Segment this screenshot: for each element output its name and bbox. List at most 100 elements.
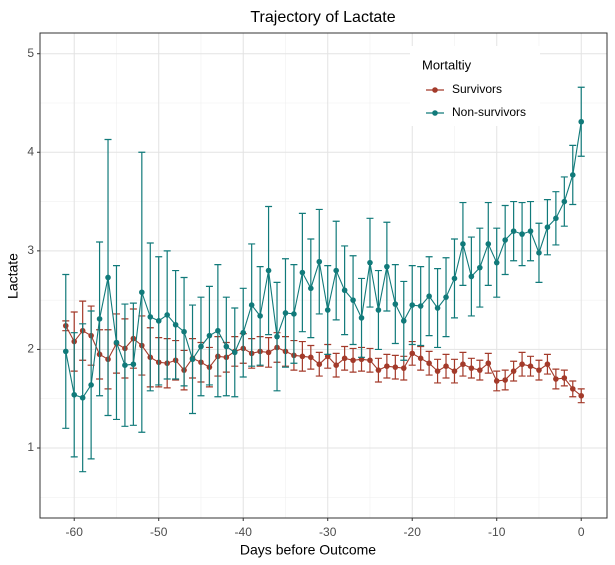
data-point bbox=[569, 172, 576, 178]
data-point bbox=[392, 364, 399, 370]
data-point bbox=[265, 267, 272, 274]
data-point bbox=[578, 118, 585, 125]
data-point bbox=[434, 368, 441, 374]
data-point bbox=[172, 321, 179, 328]
data-point bbox=[367, 259, 373, 266]
data-point bbox=[257, 313, 263, 319]
data-point bbox=[341, 287, 348, 294]
data-point bbox=[561, 198, 568, 205]
data-point bbox=[299, 269, 306, 276]
data-point bbox=[189, 356, 196, 363]
legend-key-point bbox=[432, 87, 438, 93]
data-point bbox=[409, 350, 416, 357]
data-point bbox=[198, 343, 204, 350]
data-point bbox=[400, 365, 407, 371]
data-point bbox=[130, 361, 137, 368]
data-point bbox=[485, 241, 492, 247]
y-tick-label: 4 bbox=[27, 144, 34, 158]
data-point bbox=[147, 314, 154, 320]
data-point bbox=[71, 391, 78, 398]
data-point bbox=[392, 301, 399, 307]
x-axis-title: Days before Outcome bbox=[240, 542, 376, 558]
chart-title: Trajectory of Lactate bbox=[250, 9, 395, 26]
y-tick-label: 3 bbox=[27, 243, 34, 257]
data-point bbox=[375, 367, 382, 373]
data-point bbox=[248, 302, 255, 308]
data-point bbox=[510, 228, 517, 234]
x-tick-label: -40 bbox=[235, 525, 253, 539]
data-point bbox=[451, 275, 458, 282]
data-point bbox=[409, 302, 416, 308]
data-point bbox=[527, 228, 534, 234]
data-point bbox=[553, 376, 559, 382]
data-point bbox=[274, 333, 280, 340]
panel-border bbox=[39, 32, 608, 519]
data-point bbox=[308, 285, 314, 292]
data-point bbox=[223, 343, 230, 350]
data-point bbox=[113, 339, 120, 346]
data-point bbox=[155, 318, 162, 324]
data-point bbox=[88, 382, 94, 388]
data-point bbox=[527, 363, 534, 369]
y-axis-title: Lactate bbox=[5, 253, 21, 299]
data-point bbox=[384, 363, 390, 369]
data-point bbox=[400, 318, 407, 324]
series-line bbox=[65, 121, 582, 399]
data-point bbox=[324, 307, 331, 313]
data-point bbox=[417, 355, 424, 362]
data-point bbox=[502, 377, 508, 383]
data-point bbox=[240, 329, 247, 336]
data-point bbox=[477, 367, 483, 373]
data-point bbox=[333, 267, 339, 274]
legend-key-point bbox=[432, 110, 438, 116]
data-point bbox=[493, 378, 500, 384]
data-point bbox=[468, 273, 475, 280]
data-point bbox=[358, 315, 365, 321]
data-point bbox=[493, 259, 500, 266]
data-point bbox=[519, 231, 525, 237]
data-point bbox=[282, 310, 289, 316]
y-tick-label: 1 bbox=[27, 440, 34, 454]
data-point bbox=[375, 307, 382, 313]
data-point bbox=[544, 361, 551, 368]
data-point bbox=[417, 303, 424, 309]
series-line bbox=[65, 325, 582, 397]
data-point bbox=[536, 250, 542, 256]
data-point bbox=[443, 363, 449, 369]
legend-label: Survivors bbox=[452, 82, 502, 96]
data-point bbox=[299, 353, 306, 360]
data-point bbox=[544, 224, 551, 230]
data-point bbox=[536, 367, 542, 373]
data-point bbox=[434, 305, 441, 311]
y-tick-label: 5 bbox=[27, 46, 34, 60]
data-point bbox=[350, 297, 356, 303]
data-point bbox=[510, 368, 517, 374]
data-point bbox=[350, 357, 356, 364]
data-point bbox=[139, 289, 145, 296]
data-point bbox=[553, 215, 559, 222]
data-point bbox=[291, 311, 297, 317]
x-tick-label: -60 bbox=[66, 525, 84, 539]
data-point bbox=[164, 312, 170, 318]
data-point bbox=[451, 368, 458, 374]
data-point bbox=[502, 237, 508, 243]
data-point bbox=[460, 361, 466, 368]
data-point bbox=[426, 293, 432, 300]
data-point bbox=[316, 258, 323, 265]
data-point bbox=[561, 375, 568, 381]
data-point bbox=[308, 354, 314, 361]
data-point bbox=[206, 332, 213, 339]
data-point bbox=[477, 264, 483, 271]
legend-label: Non-survivors bbox=[452, 105, 526, 119]
data-point bbox=[62, 348, 69, 355]
data-point bbox=[367, 357, 373, 364]
data-point bbox=[122, 362, 128, 369]
y-tick-label: 2 bbox=[27, 342, 34, 356]
data-point bbox=[265, 349, 272, 356]
data-point bbox=[443, 294, 449, 300]
data-point bbox=[96, 316, 103, 322]
x-tick-label: -10 bbox=[488, 525, 506, 539]
data-point bbox=[231, 349, 238, 356]
data-point bbox=[384, 263, 390, 270]
